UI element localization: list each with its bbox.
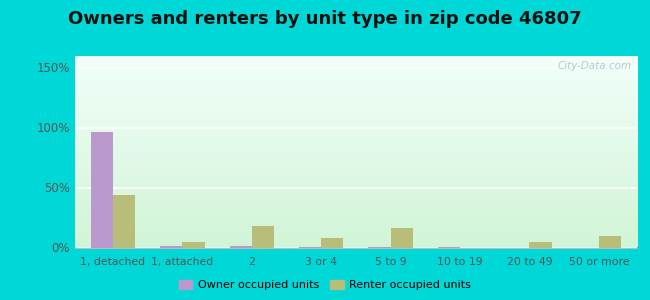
Bar <box>252 226 274 248</box>
Bar <box>160 246 183 247</box>
Bar <box>599 236 621 247</box>
Bar <box>321 238 343 247</box>
Text: Owners and renters by unit type in zip code 46807: Owners and renters by unit type in zip c… <box>68 11 582 28</box>
Bar <box>391 228 413 248</box>
Legend: Owner occupied units, Renter occupied units: Owner occupied units, Renter occupied un… <box>175 275 475 294</box>
Text: City-Data.com: City-Data.com <box>557 61 631 71</box>
Bar <box>529 242 552 248</box>
Bar <box>113 195 135 248</box>
Bar <box>91 132 113 248</box>
Bar <box>229 246 252 248</box>
Bar <box>183 242 205 248</box>
